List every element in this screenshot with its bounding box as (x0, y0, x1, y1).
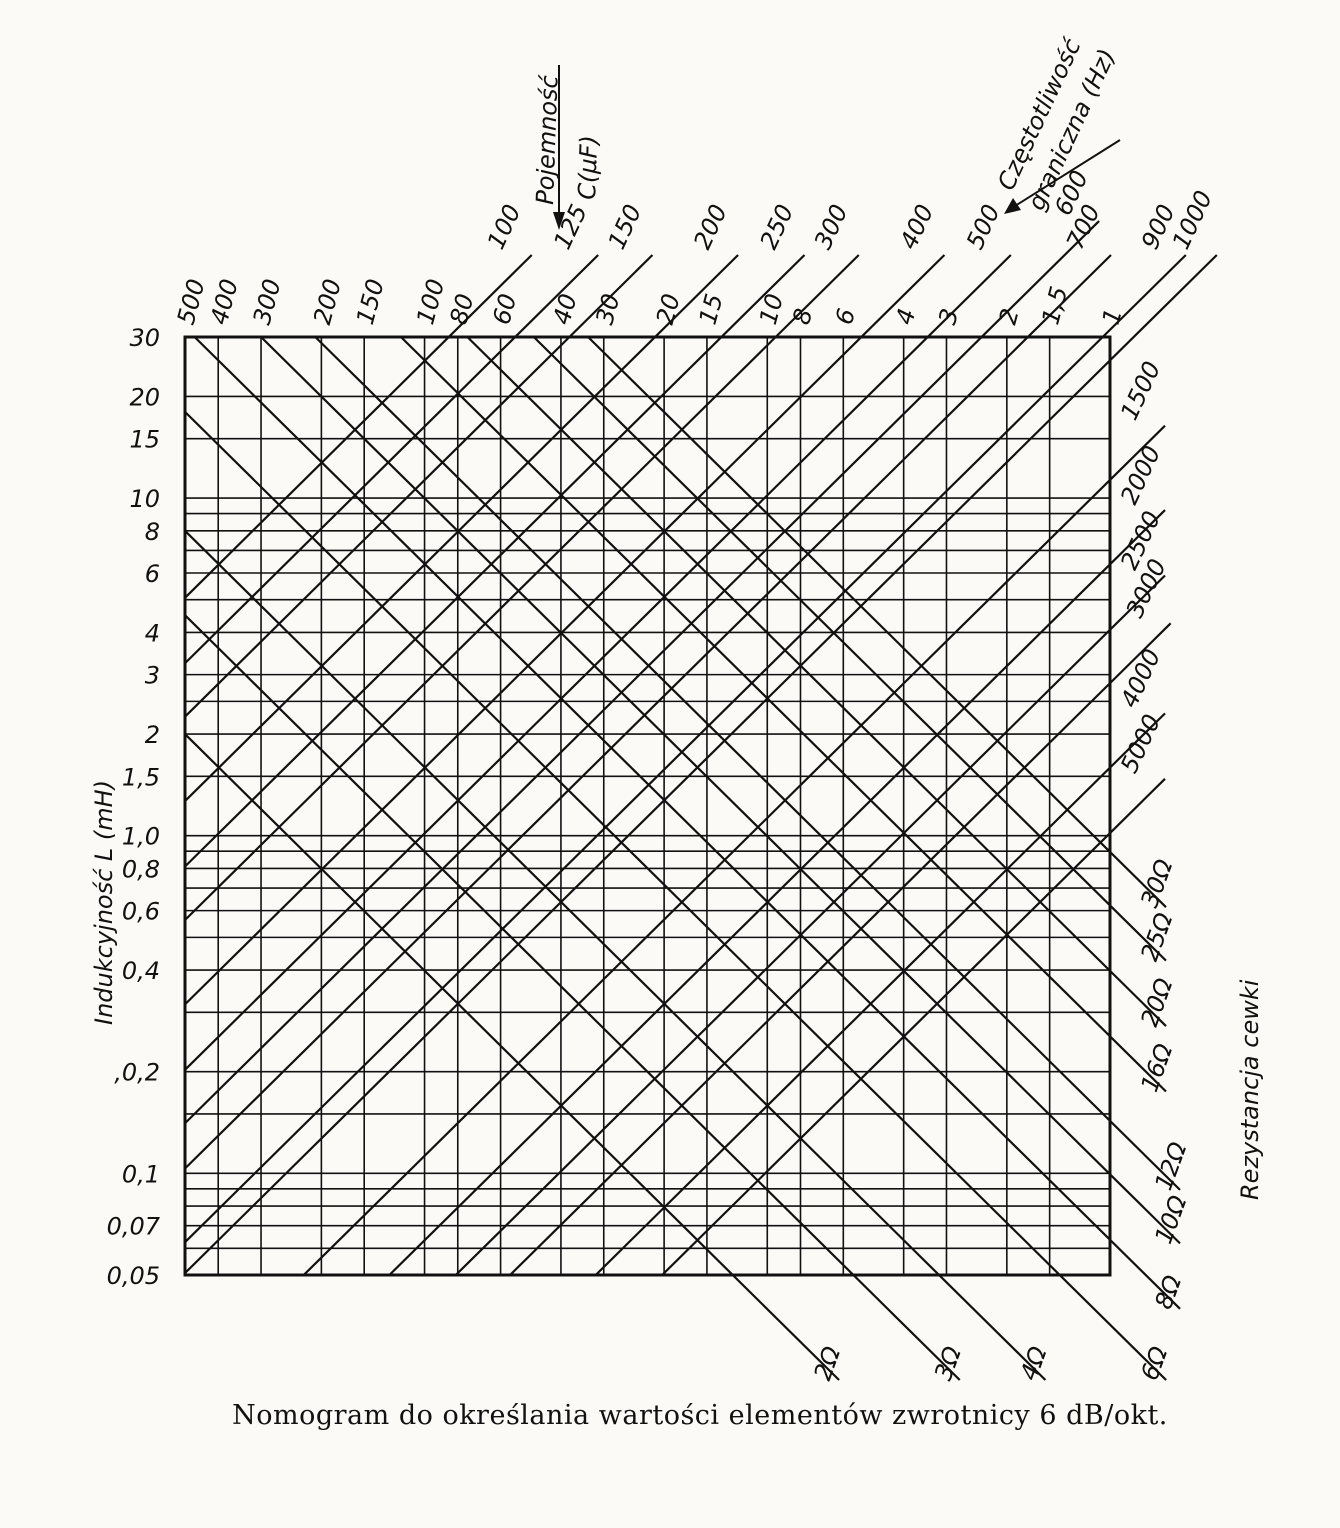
resistance-label: 20Ω (1135, 974, 1178, 1030)
frequency-line (184, 254, 1112, 1170)
inductance-tick-label: 2 (145, 721, 160, 749)
inductance-tick-label: 0,07 (107, 1213, 161, 1241)
resistance-label: 6Ω (1135, 1342, 1173, 1384)
frequency-label: 400 (894, 200, 939, 253)
frequency-line (184, 254, 806, 868)
capacitance-tick-label: 200 (308, 276, 347, 327)
arrow-down-icon (553, 212, 565, 230)
inductance-tick-label: 3 (145, 662, 160, 690)
frequency-label: 200 (688, 200, 733, 253)
resistance-line (184, 530, 1047, 1381)
inductance-tick-label: 1,0 (122, 823, 160, 851)
frequency-line (184, 254, 599, 665)
inductance-tick-label: 0,05 (107, 1262, 160, 1290)
resistance-label: 4Ω (1015, 1342, 1053, 1384)
resistance-label: 16Ω (1135, 1039, 1178, 1095)
capacitance-tick-label: 2 (994, 306, 1025, 328)
frequency-line (184, 254, 739, 802)
inductance-tick-label: 1,5 (122, 763, 160, 791)
caption: Nomogram do określania wartości elementó… (232, 1400, 1168, 1431)
frequency-label: 250 (755, 200, 800, 253)
capacitance-tick-label: 60 (487, 291, 522, 328)
resistance-line (260, 336, 1181, 1245)
inductance-tick-label: 8 (145, 518, 160, 546)
capacitance-tick-label: 6 (830, 306, 861, 328)
frequency-line (184, 254, 860, 921)
capacitance-tick-label: 150 (351, 276, 390, 327)
inductance-title: Indukcyjność L (mH) (90, 780, 118, 1025)
resistance-label: 12Ω (1149, 1138, 1192, 1194)
resistance-line (466, 336, 1167, 1027)
frequency-line (184, 254, 654, 718)
capacitance-unit: C(µF) (573, 135, 603, 201)
resistance-line (184, 411, 1167, 1381)
frequency-line (661, 778, 1166, 1276)
resistance-line (587, 336, 1167, 908)
capacitance-tick-label: 1,5 (1036, 283, 1073, 327)
frequency-label: 4000 (1115, 645, 1166, 712)
frequency-line (388, 509, 1166, 1276)
capacitance-tick-label: 400 (205, 276, 244, 327)
frequency-line (594, 712, 1166, 1276)
inductance-tick-label: 4 (145, 619, 160, 647)
resistance-line (400, 336, 1167, 1093)
inductance-tick-label: 30 (129, 324, 160, 352)
frequency-label: 1500 (1115, 357, 1166, 424)
capacitance-tick-label: 80 (445, 291, 480, 328)
frequency-label: 2000 (1115, 441, 1166, 508)
frequency-label: 500 (961, 200, 1006, 253)
capacitance-tick-label: 15 (694, 291, 729, 328)
resistance-label: 30Ω (1135, 855, 1178, 911)
inductance-tick-label: 6 (145, 560, 160, 588)
resistance-title: Rezystancja cewki (1236, 979, 1264, 1200)
inductance-tick-label: 20 (129, 383, 160, 411)
frequency-label: 150 (602, 200, 647, 253)
arrow-icon (1004, 198, 1021, 214)
frequency-arrow-shaft (1014, 139, 1121, 207)
frequency-line (184, 254, 533, 599)
resistance-label: 8Ω (1149, 1271, 1187, 1313)
inductance-tick-label: 0,1 (122, 1160, 160, 1188)
frequency-line (184, 220, 1100, 1125)
inductance-tick-label: 10 (129, 485, 160, 513)
frequency-line (184, 254, 1187, 1243)
capacitance-tick-label: 1 (1097, 306, 1128, 328)
resistance-line (314, 336, 1181, 1191)
frequency-label: 300 (809, 200, 854, 253)
capacitance-tick-label: 8 (787, 306, 818, 328)
frequency-line (184, 254, 946, 1006)
frequency-label: 5000 (1115, 710, 1166, 777)
frequency-line (184, 254, 1218, 1274)
resistance-label: 2Ω (808, 1342, 846, 1384)
resistance-line (533, 336, 1167, 962)
capacitance-tick-label: 40 (548, 291, 583, 328)
resistance-line (193, 336, 1181, 1310)
capacitance-tick-label: 10 (754, 291, 789, 328)
frequency-line (509, 622, 1172, 1276)
resistance-label: 3Ω (929, 1342, 967, 1384)
frequency-line (455, 574, 1166, 1276)
resistance-label: 10Ω (1149, 1191, 1192, 1247)
inductance-tick-label: 15 (129, 426, 160, 454)
plot-frame (183, 335, 1112, 1277)
resistance-label: 25Ω (1135, 909, 1178, 965)
capacitance-tick-label: 30 (591, 291, 626, 328)
frequency-line (302, 424, 1166, 1276)
inductance-tick-label: 0,8 (122, 855, 160, 883)
inductance-tick-label: 0,4 (122, 957, 160, 985)
frequency-label: 125 (548, 200, 593, 253)
capacitance-tick-label: 300 (248, 276, 287, 327)
inductance-tick-label: ,0,2 (114, 1059, 160, 1087)
frequency-line (184, 254, 1012, 1071)
frequency-label: 100 (482, 200, 527, 253)
resistance-line (184, 733, 840, 1381)
inductance-tick-label: 0,6 (122, 898, 160, 926)
resistance-line (184, 614, 961, 1381)
capacitance-tick-label: 20 (651, 291, 686, 328)
capacitance-tick-label: 4 (890, 306, 921, 328)
